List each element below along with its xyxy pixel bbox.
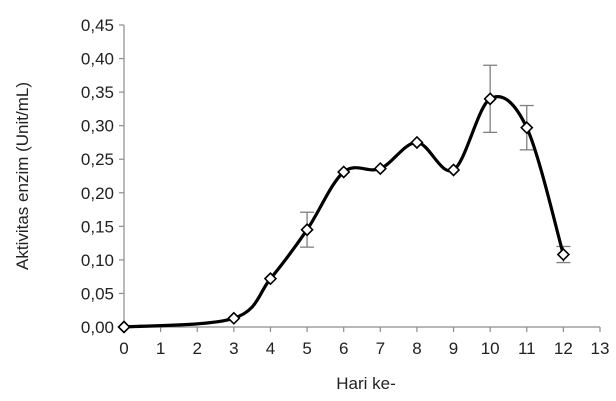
data-point xyxy=(263,272,278,286)
data-markers xyxy=(117,92,571,334)
x-axis-ticks: 0 1 2 3 4 5 6 7 8 9 10 11 12 13 xyxy=(119,327,609,358)
data-point xyxy=(337,165,351,179)
data-point xyxy=(373,161,387,176)
x-tick-label: 0 xyxy=(119,339,128,358)
y-tick-label: 0,05 xyxy=(81,284,114,303)
y-tick-label: 0,25 xyxy=(81,150,114,169)
y-tick-label: 0,10 xyxy=(81,251,114,270)
x-tick-label: 5 xyxy=(302,339,311,358)
x-axis-title: Hari ke- xyxy=(336,374,396,393)
data-point xyxy=(520,121,534,135)
x-tick-label: 9 xyxy=(449,339,458,358)
x-tick-label: 6 xyxy=(339,339,348,358)
x-tick-label: 10 xyxy=(481,339,500,358)
x-tick-label: 8 xyxy=(412,339,421,358)
y-tick-label: 0,30 xyxy=(81,117,114,136)
x-tick-label: 7 xyxy=(376,339,385,358)
y-tick-label: 0,20 xyxy=(81,184,114,203)
x-tick-label: 13 xyxy=(591,339,610,358)
data-point xyxy=(556,247,571,262)
y-tick-label: 0,45 xyxy=(81,16,114,35)
data-point xyxy=(300,223,314,237)
data-point xyxy=(227,311,241,325)
x-tick-label: 4 xyxy=(266,339,275,358)
x-tick-label: 11 xyxy=(518,339,536,358)
y-axis-title: Aktivitas enzim (Unit/mL) xyxy=(13,82,32,270)
data-point xyxy=(446,163,461,177)
y-tick-label: 0,40 xyxy=(81,50,114,69)
y-axis-ticks: 0,00 0,05 0,10 0,15 0,20 0,25 0,30 0,35 0,40 0,45 xyxy=(81,16,124,337)
error-bars xyxy=(300,64,571,264)
data-point xyxy=(410,135,424,150)
data-point xyxy=(117,320,131,334)
x-tick-label: 1 xyxy=(156,339,165,358)
data-point xyxy=(483,92,497,106)
y-tick-label: 0,00 xyxy=(81,318,114,337)
x-tick-label: 3 xyxy=(229,339,238,358)
y-tick-label: 0,35 xyxy=(81,83,114,102)
series-line xyxy=(122,95,565,329)
y-tick-label: 0,15 xyxy=(81,217,114,236)
x-tick-label: 2 xyxy=(192,339,201,358)
x-tick-label: 12 xyxy=(554,339,573,358)
